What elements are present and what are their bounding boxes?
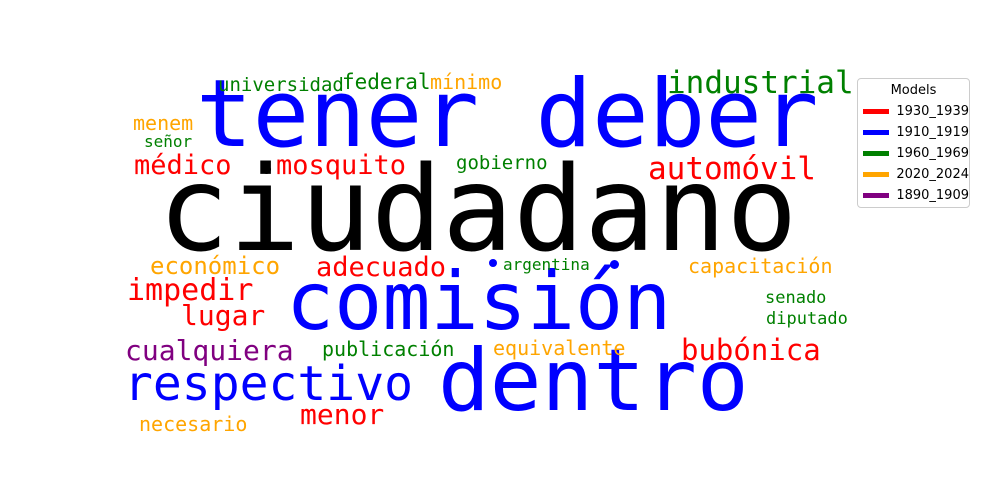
legend-label: 1930_1939 [896,104,969,119]
word-21: necesario [139,412,248,436]
cloud-dot-3 [610,260,619,269]
word-29: publicación [322,337,455,361]
word-19: capacitación [688,254,833,278]
word-16: económico [150,252,281,280]
legend-swatch [863,193,890,198]
word-4: dentro [438,331,749,431]
legend-label: 2020_2024 [896,167,969,182]
word-27: senado [765,288,827,308]
word-24: señor [144,132,193,151]
word-5: respectivo [124,356,413,412]
cloud-dot-2 [489,259,497,267]
word-3: comisión [286,255,672,348]
legend-entry: 1930_1939 [858,101,969,122]
legend-title: Models [890,83,937,98]
word-14: menor [300,398,385,431]
word-12: lugar [181,299,266,332]
word-2: tener deber [196,60,819,169]
word-11: impedir [127,273,254,308]
word-28: diputado [766,309,848,329]
legend: Models 1930_1939 1910_1919 1960_1969 2020_2… [857,78,970,208]
legend-entry: 1890_1909 [858,185,969,206]
legend-swatch [863,151,890,156]
legend-swatch [863,172,890,177]
word-23: federal [342,70,431,94]
word-10: adecuado [316,252,447,283]
legend-label: 1960_1969 [896,146,969,161]
word-6: industrial [667,65,854,101]
word-15: cualquiera [125,334,294,367]
word-22: universidad [218,74,344,96]
legend-entry: 1960_1969 [858,143,969,164]
word-9: mosquito [276,150,407,181]
legend-swatch [863,109,890,114]
word-13: bubónica [681,333,821,367]
word-8: médico [134,150,232,181]
word-26: argentina [503,255,590,274]
legend-label: 1890_1909 [896,188,969,203]
word-17: menem [133,111,194,135]
legend-label: 1910_1919 [896,125,969,140]
legend-swatch [863,130,890,135]
word-7: automóvil [648,151,816,187]
word-18: mínimo [430,70,503,94]
legend-entry: 2020_2024 [858,164,969,185]
word-25: gobierno [456,152,548,174]
cloud-dot-1 [262,165,271,174]
word-20: equivalente [493,336,626,360]
legend-entry: 1910_1919 [858,122,969,143]
